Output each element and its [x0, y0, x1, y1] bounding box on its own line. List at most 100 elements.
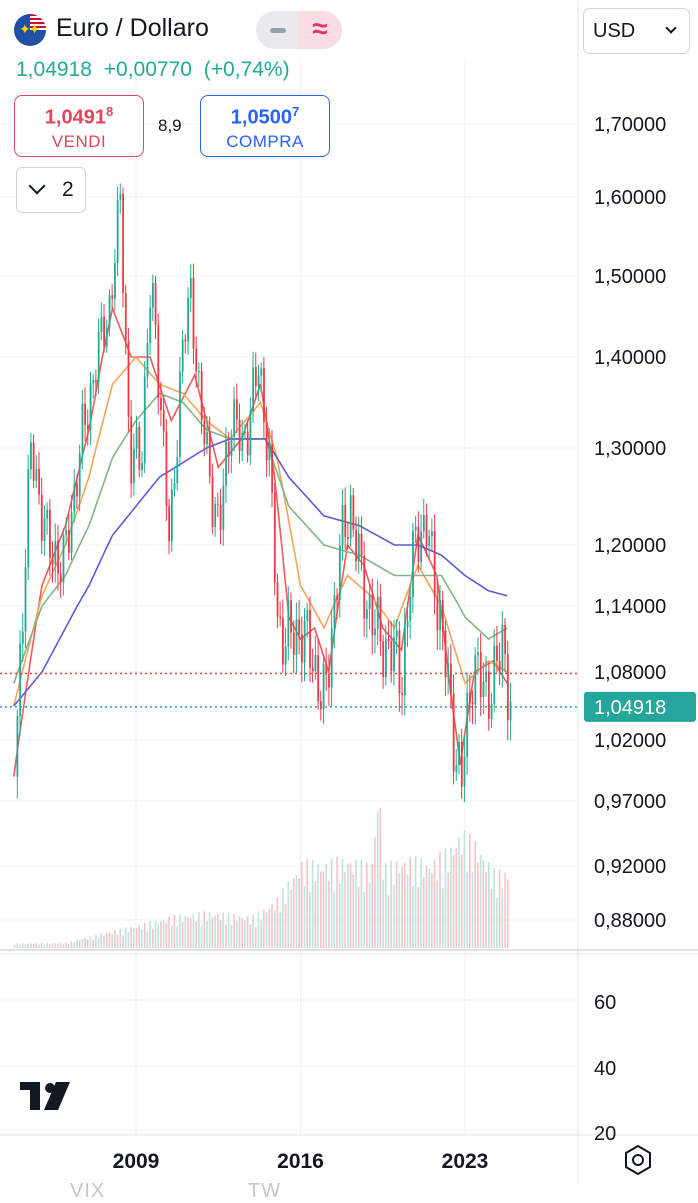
candle-body: [303, 621, 306, 663]
rsi-tick-label: 20: [594, 1123, 616, 1145]
candle-body: [298, 619, 301, 635]
volume-bar: [181, 921, 184, 948]
candle-body: [40, 494, 43, 541]
candle-body: [97, 332, 100, 383]
price-reference-lines: [0, 672, 578, 708]
sell-button[interactable]: 1,04918 VENDI: [14, 95, 144, 157]
candle-body: [338, 545, 341, 600]
candle-body: [46, 509, 49, 519]
candle-body: [165, 431, 168, 507]
volume-bar: [479, 854, 482, 948]
candle-body: [414, 526, 417, 531]
candle-body: [268, 444, 271, 461]
volume-bar: [108, 932, 111, 948]
candle-body: [393, 637, 395, 672]
candle-body: [352, 495, 355, 530]
volume-bar: [62, 944, 65, 948]
candle-body: [496, 645, 498, 662]
volume-bar: [295, 874, 298, 948]
volume-bar: [32, 944, 35, 948]
candle-body: [254, 367, 257, 387]
candle-body: [395, 630, 398, 638]
line-mode-icon[interactable]: [256, 11, 298, 49]
hint-right: TW: [248, 1180, 282, 1202]
candle-body: [252, 367, 255, 412]
candle-body: [27, 469, 30, 568]
volume-bar: [428, 868, 430, 948]
volume-bar: [162, 920, 165, 948]
volume-bar: [422, 877, 425, 948]
volume-bar: [273, 910, 276, 948]
candle-body: [208, 432, 211, 477]
volume-bar: [417, 887, 420, 948]
candle-body: [474, 655, 477, 705]
volume-bar: [252, 915, 254, 948]
volume-bar: [338, 883, 341, 948]
price-tick-label: 0,88000: [594, 910, 666, 932]
candle-body: [360, 533, 363, 556]
candle-body: [501, 624, 504, 671]
candle-body: [168, 506, 171, 542]
volume-bar: [268, 909, 271, 948]
candle-body: [328, 673, 330, 688]
volume-bar: [282, 888, 284, 948]
candle-body: [341, 504, 344, 546]
candle-body: [51, 557, 54, 565]
hexagon-settings-icon[interactable]: [620, 1142, 656, 1178]
candle-body: [417, 526, 420, 562]
candle-body: [420, 531, 423, 562]
candle-body: [219, 504, 222, 530]
candle-body: [376, 596, 379, 629]
buy-button[interactable]: 1,05007 COMPRA: [200, 95, 330, 157]
volume-bar: [230, 924, 233, 948]
volume-bar: [27, 943, 29, 948]
candle-body: [425, 514, 428, 547]
volume-bar: [89, 936, 92, 948]
candle-body: [187, 297, 190, 342]
last-price: 1,04918: [16, 58, 92, 81]
volume-bar: [477, 862, 479, 948]
candle-body: [92, 380, 95, 384]
candle-body: [330, 628, 333, 688]
candle-body: [504, 624, 507, 655]
eu-us-flag-icon: ✦✦: [14, 14, 46, 46]
candle-body: [479, 652, 482, 698]
volume-bar: [165, 923, 168, 948]
approx-wave-icon[interactable]: ≈: [298, 11, 342, 49]
candle-body: [179, 371, 181, 458]
candle-body: [146, 343, 149, 377]
candle-body: [409, 597, 412, 621]
volume-bar: [450, 847, 452, 948]
volume-bar: [257, 912, 260, 948]
rsi-tick-label: 40: [594, 1058, 616, 1080]
candle-body: [62, 535, 65, 583]
volume-bar: [344, 871, 346, 948]
candle-body: [309, 609, 311, 668]
volume-bar: [133, 928, 135, 948]
currency-select[interactable]: USD: [583, 8, 690, 54]
candle-body: [428, 535, 431, 547]
symbol-title[interactable]: Euro / Dollaro: [56, 14, 209, 42]
chart-mode-toggle[interactable]: ≈: [256, 11, 342, 49]
price-tick-label: 1,20000: [594, 535, 666, 557]
time-tick-label: 2016: [277, 1150, 324, 1173]
volume-bar: [111, 933, 113, 948]
candle-body: [301, 634, 303, 663]
volume-bar: [436, 880, 439, 948]
volume-bar: [116, 934, 119, 948]
candle-body: [450, 663, 452, 694]
indicators-toggle-button[interactable]: 2: [16, 167, 86, 213]
volume-bar: [206, 920, 208, 948]
candle-body: [154, 282, 157, 325]
candle-body: [43, 518, 46, 541]
candle-body: [138, 427, 141, 470]
volume-bar: [54, 943, 57, 948]
volume-bar: [279, 912, 281, 948]
volume-bar: [314, 880, 317, 948]
candle-body: [493, 645, 496, 705]
volume-bar: [349, 863, 352, 948]
candle-body: [477, 652, 479, 656]
tradingview-logo[interactable]: [20, 1080, 76, 1112]
volume-bar: [466, 872, 468, 948]
